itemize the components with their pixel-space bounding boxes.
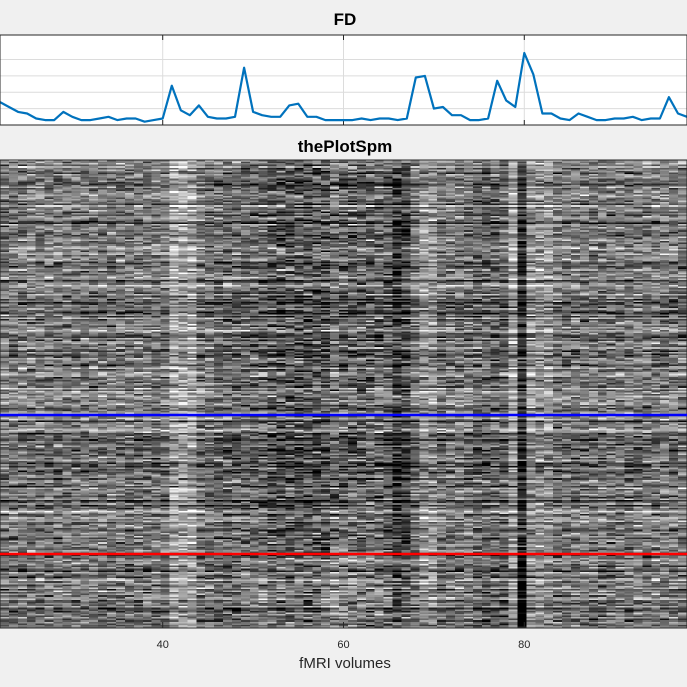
fd-point-29 bbox=[261, 114, 263, 116]
fd-point-60 bbox=[541, 113, 543, 115]
fd-point-3 bbox=[26, 113, 28, 115]
fd-point-51 bbox=[460, 114, 462, 116]
fd-point-6 bbox=[53, 119, 55, 121]
fd-point-54 bbox=[487, 117, 489, 119]
fd-point-38 bbox=[343, 119, 344, 121]
fd-point-62 bbox=[559, 117, 561, 119]
fd-points bbox=[0, 52, 687, 123]
fd-point-26 bbox=[234, 116, 236, 118]
fd-point-33 bbox=[297, 103, 299, 105]
x-tick-label-1: 60 bbox=[337, 639, 349, 651]
fd-point-69 bbox=[623, 117, 625, 119]
fd-point-36 bbox=[324, 119, 326, 121]
fd-point-70 bbox=[632, 116, 634, 118]
fd-point-74 bbox=[668, 96, 670, 98]
fd-point-27 bbox=[243, 67, 245, 69]
fd-point-12 bbox=[107, 116, 109, 118]
x-tick-label-2: 80 bbox=[518, 639, 530, 651]
fd-point-72 bbox=[650, 117, 652, 119]
fd-point-30 bbox=[270, 116, 272, 118]
fd-point-75 bbox=[677, 113, 679, 115]
fd-point-45 bbox=[406, 117, 408, 119]
fd-point-50 bbox=[451, 114, 453, 116]
fd-point-53 bbox=[478, 119, 480, 121]
fd-point-40 bbox=[361, 117, 363, 119]
fd-point-57 bbox=[514, 106, 516, 108]
fd-point-13 bbox=[117, 119, 119, 121]
fd-point-34 bbox=[306, 116, 308, 118]
fd-point-23 bbox=[207, 116, 209, 118]
fd-point-48 bbox=[433, 108, 435, 110]
fd-point-52 bbox=[469, 119, 471, 121]
fd-point-15 bbox=[135, 117, 137, 119]
fd-point-64 bbox=[578, 113, 580, 115]
x-tick-label-0: 40 bbox=[157, 639, 169, 651]
fd-point-17 bbox=[153, 119, 155, 121]
fd-point-14 bbox=[126, 117, 128, 119]
spm-x-axis: 40 60 80 bbox=[157, 622, 530, 651]
fd-point-32 bbox=[288, 104, 290, 106]
fd-point-24 bbox=[216, 117, 218, 119]
fd-title: FD bbox=[334, 10, 357, 29]
fd-point-46 bbox=[415, 77, 417, 79]
fd-point-18 bbox=[162, 117, 164, 119]
fd-point-44 bbox=[397, 119, 399, 121]
fd-point-11 bbox=[98, 117, 100, 119]
fd-point-43 bbox=[388, 117, 390, 119]
fd-point-68 bbox=[614, 117, 616, 119]
fd-point-55 bbox=[496, 80, 498, 82]
fd-point-65 bbox=[587, 116, 589, 118]
fd-point-73 bbox=[659, 117, 661, 119]
fd-point-19 bbox=[171, 85, 173, 87]
fd-point-61 bbox=[550, 113, 552, 115]
fd-point-22 bbox=[198, 104, 200, 106]
fd-point-28 bbox=[252, 111, 254, 113]
fd-point-56 bbox=[505, 99, 507, 101]
fd-point-16 bbox=[144, 121, 146, 123]
fd-point-37 bbox=[333, 119, 335, 121]
fd-axes-border bbox=[0, 34, 687, 126]
fd-point-9 bbox=[80, 119, 82, 121]
spm-heatmap bbox=[0, 159, 687, 629]
fd-point-71 bbox=[641, 119, 643, 121]
spm-heatmap-image bbox=[0, 160, 687, 628]
fd-point-39 bbox=[352, 119, 354, 121]
spm-title: thePlotSpm bbox=[298, 137, 392, 156]
fd-point-66 bbox=[596, 119, 598, 121]
fd-point-20 bbox=[180, 109, 182, 111]
x-axis-label: fMRI volumes bbox=[299, 655, 391, 672]
fd-point-21 bbox=[189, 114, 191, 116]
fd-point-35 bbox=[315, 116, 317, 118]
fd-point-47 bbox=[424, 75, 426, 77]
fd-point-5 bbox=[44, 119, 46, 121]
fd-point-7 bbox=[62, 111, 64, 113]
fd-point-10 bbox=[89, 119, 91, 121]
fd-point-2 bbox=[17, 111, 19, 113]
fd-point-63 bbox=[568, 119, 570, 121]
fd-point-25 bbox=[225, 117, 227, 119]
fd-point-49 bbox=[442, 106, 444, 108]
fd-point-67 bbox=[605, 119, 607, 121]
fd-point-42 bbox=[379, 117, 381, 119]
fd-point-41 bbox=[370, 119, 372, 121]
fd-point-59 bbox=[532, 73, 534, 75]
fd-point-8 bbox=[71, 116, 73, 118]
spm-dividers bbox=[0, 413, 687, 556]
fd-grid bbox=[0, 35, 687, 125]
fd-point-31 bbox=[279, 116, 281, 118]
fd-point-58 bbox=[523, 52, 525, 54]
fd-point-4 bbox=[35, 117, 37, 119]
fd-point-1 bbox=[8, 106, 10, 108]
